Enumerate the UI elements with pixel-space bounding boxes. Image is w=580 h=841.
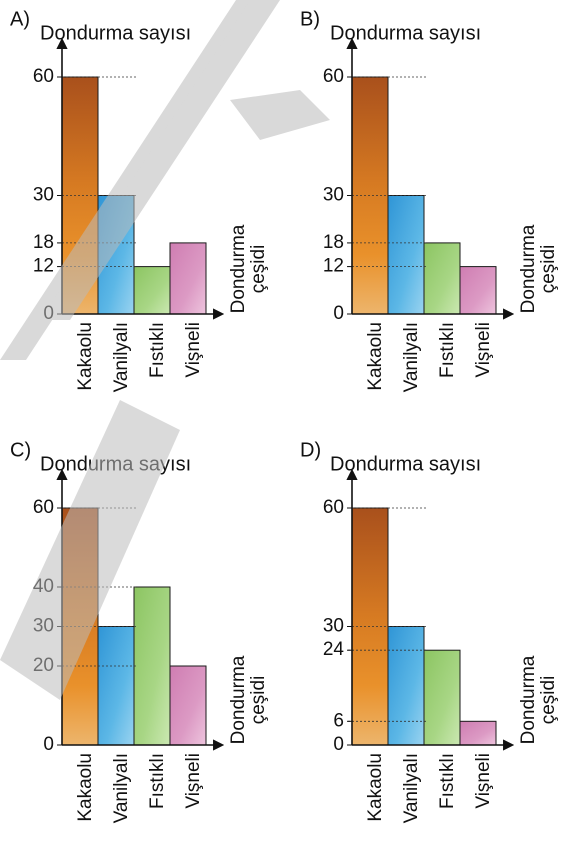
category-label-kakaolu: Kakaolu (365, 322, 386, 391)
y-tick-label: 18 (33, 232, 54, 253)
category-label-vanilyali: Vanilyalı (111, 322, 132, 392)
category-label-fistikli: Fıstıklı (437, 322, 458, 378)
category-label-vanilyali: Vanilyalı (401, 322, 422, 392)
watermark-stroke (40, 0, 280, 320)
category-label-fistikli: Fıstıklı (437, 753, 458, 809)
y-tick-label: 60 (323, 497, 344, 518)
category-label-fistikli: Fıstıklı (147, 753, 168, 809)
x-axis-label: Dondurmaçeşidi (518, 224, 559, 313)
category-label-vanilyali: Vanilyalı (401, 753, 422, 823)
category-label-kakaolu: Kakaolu (365, 753, 386, 822)
bar-vanilyali (387, 626, 425, 746)
watermark-stroke (0, 400, 180, 700)
x-axis-label: Dondurmaçeşidi (228, 655, 269, 744)
option-letter: C) (10, 439, 31, 461)
category-label-visneli: Vişneli (473, 322, 494, 378)
bar-fistikli (423, 242, 461, 315)
option-letter: A) (10, 8, 30, 30)
bar-vanilyali (97, 626, 135, 746)
y-axis-label: Dondurma sayısı (330, 453, 481, 475)
category-label-visneli: Vişneli (183, 322, 204, 378)
y-tick-label: 12 (33, 256, 54, 277)
watermark (0, 0, 330, 700)
x-axis-label: Dondurmaçeşidi (228, 224, 269, 313)
bar-visneli (459, 266, 497, 315)
y-tick-label: 0 (333, 303, 344, 324)
y-axis-label: Dondurma sayısı (40, 22, 191, 44)
y-tick-label: 12 (323, 256, 344, 277)
watermark-stroke (230, 90, 330, 140)
bar-visneli (169, 665, 207, 746)
y-tick-label: 30 (323, 185, 344, 206)
category-label-vanilyali: Vanilyalı (111, 753, 132, 823)
y-tick-label: 6 (333, 710, 344, 731)
x-axis-label: Dondurmaçeşidi (518, 655, 559, 744)
category-label-kakaolu: Kakaolu (75, 322, 96, 391)
category-label-visneli: Vişneli (183, 753, 204, 809)
y-tick-label: 0 (333, 734, 344, 755)
bar-fistikli (133, 266, 171, 315)
category-label-fistikli: Fıstıklı (147, 322, 168, 378)
y-tick-label: 0 (43, 734, 54, 755)
bar-fistikli (133, 586, 171, 746)
y-tick-label: 18 (323, 232, 344, 253)
y-tick-label: 60 (323, 66, 344, 87)
y-tick-label: 24 (323, 639, 345, 660)
bar-vanilyali (387, 195, 425, 315)
bar-visneli (459, 720, 497, 746)
y-tick-label: 60 (33, 497, 54, 518)
category-label-kakaolu: Kakaolu (75, 753, 96, 822)
option-letter: D) (300, 439, 321, 461)
bar-visneli (169, 242, 207, 315)
y-tick-label: 60 (33, 66, 54, 87)
y-axis-label: Dondurma sayısı (330, 22, 481, 44)
y-tick-label: 30 (33, 185, 54, 206)
category-label-visneli: Vişneli (473, 753, 494, 809)
y-tick-label: 30 (323, 616, 344, 637)
chart-panel-2: B) Dondurma sayısı 0 12 18 30 60 Kakaolu Vanilya… (300, 8, 559, 392)
bar-fistikli (423, 649, 461, 746)
option-letter: B) (300, 8, 320, 30)
